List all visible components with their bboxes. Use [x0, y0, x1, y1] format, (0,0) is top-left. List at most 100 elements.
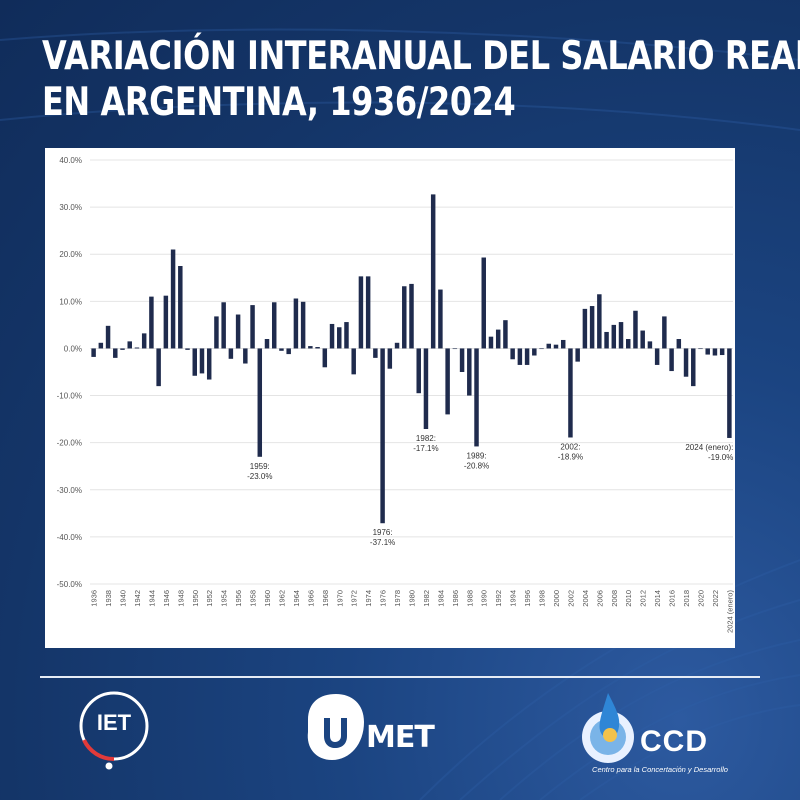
annotation-label: 1959: [250, 462, 270, 471]
x-tick-label: 1998 [538, 590, 547, 607]
x-tick-label: 1990 [480, 590, 489, 607]
x-tick-label: 1956 [234, 590, 243, 607]
bar-2001 [560, 339, 566, 349]
x-tick-label: 1966 [306, 590, 315, 607]
bar-2009 [618, 322, 624, 349]
x-tick-label: 1946 [162, 590, 171, 607]
x-tick-label: 1986 [451, 590, 460, 607]
x-tick-label: 1968 [321, 590, 330, 607]
ccd-logo: CCD Centro para la Concertación y Desarr… [570, 685, 750, 785]
bar-1942 [134, 347, 140, 349]
bar-1974 [365, 276, 371, 349]
x-tick-label: 1954 [220, 590, 229, 607]
bar-2007 [604, 331, 609, 349]
umet-logo: MET [302, 690, 442, 770]
ccd-logo-subtitle: Centro para la Concertación y Desarrollo [592, 765, 728, 774]
bar-1949 [185, 348, 190, 350]
annotation-label: -23.0% [247, 472, 272, 481]
x-tick-label: 2024 (enero) [725, 590, 734, 633]
y-tick-label: -30.0% [57, 486, 82, 495]
y-tick-label: 30.0% [59, 203, 82, 212]
bar-2008 [611, 324, 617, 349]
bar-1961 [271, 302, 277, 349]
bar-1969 [329, 323, 335, 349]
bar-2011 [633, 310, 638, 349]
x-tick-label: 1988 [465, 590, 474, 607]
y-tick-label: 40.0% [59, 156, 82, 165]
bar-2005 [589, 306, 595, 349]
page-title: VARIACIÓN INTERANUAL DEL SALARIO REAL EN… [42, 34, 800, 126]
annotation-label: -20.8% [464, 461, 489, 470]
bar-1945 [156, 348, 161, 387]
bar-1984 [438, 289, 443, 349]
iet-logo-text: IET [96, 710, 132, 735]
bar-1951 [199, 348, 205, 374]
bar-2017 [676, 339, 682, 349]
x-tick-label: 1982 [422, 590, 431, 607]
bar-1994 [510, 348, 515, 360]
bar-2013 [647, 341, 653, 349]
bar-1988 [467, 348, 472, 396]
bar-1948 [178, 266, 183, 349]
bar-1997 [532, 348, 537, 356]
bar-1991 [488, 336, 494, 349]
bar-1941 [127, 341, 132, 349]
x-tick-label: 1936 [90, 590, 99, 607]
x-tick-label: 1960 [263, 590, 272, 607]
x-tick-label: 2012 [639, 590, 648, 607]
x-tick-label: 1978 [393, 590, 402, 607]
bar-1996 [524, 348, 530, 365]
bar-1981 [416, 348, 421, 394]
x-tick-label: 1948 [176, 590, 185, 607]
bar-1970 [337, 327, 342, 349]
bar-1936 [91, 348, 96, 357]
bar-1983 [430, 194, 436, 349]
bar-1990 [481, 257, 486, 349]
ccd-logo-text: CCD [640, 725, 708, 758]
annotation-label: -18.9% [558, 452, 583, 461]
bar-1979 [402, 286, 407, 349]
bar-2015 [662, 316, 667, 349]
bar-1953 [214, 316, 219, 349]
x-tick-label: 1944 [147, 590, 156, 607]
bar-1938 [105, 325, 111, 349]
y-tick-label: -40.0% [57, 533, 82, 542]
x-tick-label: 2000 [552, 590, 561, 607]
bar-2006 [597, 294, 602, 349]
bar-2003 [575, 348, 580, 362]
x-tick-label: 1984 [436, 590, 445, 607]
x-tick-label: 1952 [205, 590, 214, 607]
x-tick-label: 2002 [566, 590, 575, 607]
x-tick-label: 1940 [119, 590, 128, 607]
x-tick-label: 2006 [595, 590, 604, 607]
bar-1967 [315, 347, 320, 349]
bar-1980 [409, 283, 414, 349]
bar-1966 [308, 346, 313, 349]
bar-2000 [553, 344, 559, 349]
y-tick-label: -50.0% [57, 580, 82, 589]
bar-2016 [669, 348, 674, 372]
annotation-label: 1976: [373, 528, 393, 537]
x-tick-label: 1970 [335, 590, 344, 607]
bar-1963 [286, 348, 291, 355]
bar-1947 [170, 249, 176, 349]
bar-2004 [582, 308, 588, 349]
annotation-label: 1989: [467, 451, 487, 460]
bar-1943 [141, 333, 147, 349]
bar-1989 [474, 348, 479, 447]
umet-icon [307, 694, 364, 760]
bar-2023 [719, 348, 725, 356]
bar-chart: 40.0% 30.0% 20.0% 10.0% 0.0% -10.0% -20.0% -30.… [57, 156, 735, 633]
y-tick-label: 10.0% [59, 297, 82, 306]
bar-1999 [546, 343, 552, 349]
annotation-label: -17.1% [413, 444, 438, 453]
bar-1960 [264, 339, 270, 349]
x-tick-label: 1994 [509, 590, 518, 607]
x-tick-label: 1964 [292, 590, 301, 607]
bar-1964 [293, 298, 299, 349]
iet-ring-icon [79, 691, 149, 770]
x-tick-label: 2020 [696, 590, 705, 607]
bar-1992 [495, 329, 501, 349]
y-tick-label: 20.0% [59, 250, 82, 259]
